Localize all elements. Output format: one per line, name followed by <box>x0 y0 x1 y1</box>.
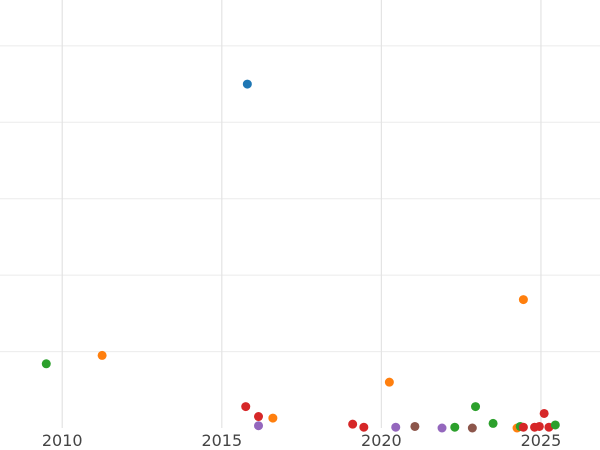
data-point <box>348 419 358 429</box>
x-tick-label: 2010 <box>42 431 83 450</box>
data-point <box>450 422 460 432</box>
data-point <box>410 421 420 431</box>
data-points <box>41 79 560 433</box>
data-point <box>242 79 252 89</box>
data-point <box>488 418 498 428</box>
data-point <box>437 423 447 433</box>
data-point <box>539 408 549 418</box>
x-tick-labels: 2010 2015 2020 2025 <box>42 431 561 450</box>
data-point <box>471 402 481 412</box>
data-point <box>467 423 477 433</box>
x-tick-label: 2025 <box>521 431 562 450</box>
x-tick-label: 2020 <box>361 431 402 450</box>
data-point <box>97 350 107 360</box>
data-point <box>518 422 528 432</box>
data-point <box>359 422 369 432</box>
data-point <box>254 421 264 431</box>
data-point <box>241 402 251 412</box>
x-gridlines <box>61 0 542 428</box>
data-point <box>268 413 278 423</box>
data-point <box>41 359 51 369</box>
data-point <box>550 420 560 430</box>
data-point <box>534 421 544 431</box>
data-point <box>254 412 264 422</box>
data-point <box>391 422 401 432</box>
data-point <box>384 377 394 387</box>
x-tick-label: 2015 <box>201 431 242 450</box>
data-point <box>518 295 528 305</box>
y-gridlines <box>0 45 600 353</box>
